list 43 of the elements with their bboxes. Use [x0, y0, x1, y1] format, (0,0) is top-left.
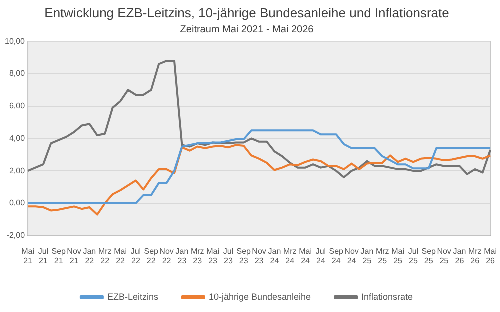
x-tick-label: Mrz 22	[98, 246, 112, 266]
x-tick-label: Nov 23	[252, 246, 266, 266]
x-tick-label: Mrz 24	[283, 246, 297, 266]
chart-subtitle: Zeitraum Mai 2021 - Mai 2026	[180, 24, 314, 36]
x-tick-label: Jan 25	[360, 246, 374, 266]
x-tick-label: Sep 21	[52, 246, 67, 266]
x-tick-label: Mrz 26	[468, 246, 482, 266]
x-tick-label: Jul 24	[316, 246, 326, 266]
legend-label: EZB-Leitzins	[107, 292, 159, 302]
x-tick-label: Sep 24	[329, 246, 344, 266]
x-tick-label: Sep 22	[144, 246, 160, 266]
legend-label: 10-jährige Bundesanleihe	[208, 292, 312, 302]
x-tick-label: Mai 22	[114, 246, 128, 266]
x-tick-label: Mrz 23	[190, 246, 204, 266]
y-tick-label: -2,00	[6, 231, 26, 240]
x-tick-label: Mai 25	[392, 246, 405, 266]
x-tick-label: Nov 25	[437, 246, 452, 266]
y-tick-label: 10,00	[4, 36, 26, 46]
x-tick-label: Mrz 25	[376, 246, 390, 266]
x-tick-label: Mai 26	[484, 246, 498, 266]
x-tick-label: Mai 23	[206, 246, 220, 266]
y-tick-label: 0,00	[9, 198, 26, 208]
x-tick-label: Jan 22	[83, 246, 96, 266]
x-tick-label: Sep 25	[422, 246, 437, 266]
legend-label: Inflationsrate	[362, 292, 414, 302]
y-tick-label: 6,00	[9, 102, 26, 111]
x-tick-label: Jan 23	[176, 246, 189, 266]
x-tick-label: Jul 25	[408, 246, 419, 266]
x-tick-label: Sep 23	[236, 246, 252, 266]
x-tick-label: Nov 22	[160, 246, 174, 266]
y-tick-label: 8,00	[9, 69, 26, 78]
x-tick-label: Jul 21	[38, 246, 49, 266]
y-tick-label: 4,00	[9, 134, 26, 143]
x-tick-label: Nov 24	[344, 246, 359, 266]
x-tick-label: Jul 22	[130, 246, 142, 266]
x-tick-label: Mai 21	[22, 246, 35, 266]
chart-title: Entwicklung EZB-Leitzins, 10-jährige Bundesanleihe und Inflationsrate	[44, 5, 450, 20]
y-tick-label: 2,00	[9, 166, 26, 176]
x-tick-label: Nov 21	[67, 246, 82, 266]
x-tick-label: Jan 26	[453, 246, 466, 266]
x-tick-label: Jan 24	[268, 246, 282, 266]
x-tick-label: Jul 23	[223, 246, 234, 266]
x-tick-label: Mai 24	[299, 246, 312, 266]
